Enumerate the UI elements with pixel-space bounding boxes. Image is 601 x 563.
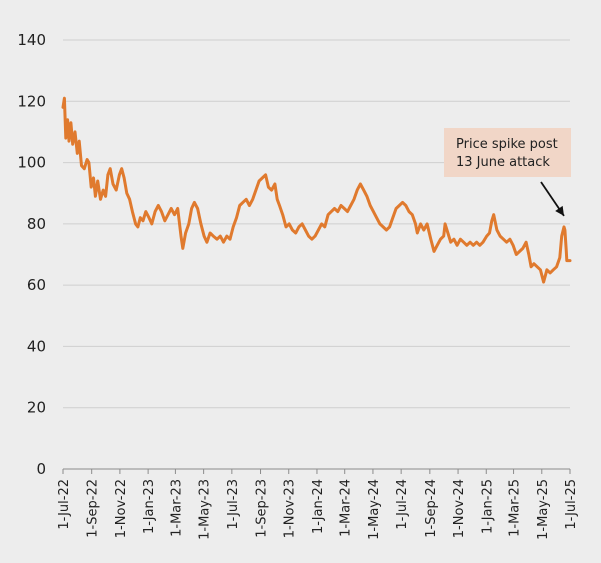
x-tick-label: 1-Jul-23 bbox=[226, 479, 241, 530]
annotation-text: 13 June attack bbox=[456, 155, 550, 170]
x-tick-label: 1-Jan-24 bbox=[311, 479, 326, 534]
y-tick-label: 40 bbox=[27, 337, 46, 355]
x-tick-label: 1-Sep-24 bbox=[424, 479, 439, 538]
annotation-box bbox=[444, 128, 571, 177]
y-tick-label: 0 bbox=[36, 460, 46, 478]
x-tick-label: 1-Nov-22 bbox=[114, 479, 129, 538]
price-series-line bbox=[61, 96, 572, 284]
x-tick-label: 1-Jan-25 bbox=[480, 479, 495, 534]
annotation: Price spike post 13 June attack bbox=[444, 128, 571, 217]
grid-lines bbox=[63, 39, 570, 409]
x-tick-label: 1-Jan-23 bbox=[142, 479, 157, 534]
x-tick-label: 1-Mar-24 bbox=[339, 479, 354, 537]
x-tick-label: 1-May-23 bbox=[198, 479, 213, 540]
y-tick-label: 60 bbox=[27, 276, 46, 294]
series-layer bbox=[61, 96, 572, 284]
x-tick-label: 1-Nov-23 bbox=[283, 479, 298, 538]
y-tick-label: 120 bbox=[17, 92, 46, 110]
x-tick-label: 1-Mar-23 bbox=[169, 479, 184, 537]
x-tick-label: 1-May-24 bbox=[367, 479, 382, 540]
x-axis: 1-Jul-22 1-Sep-22 1-Nov-22 1-Jan-23 1-Mar-23… bbox=[57, 468, 579, 540]
y-tick-label: 100 bbox=[17, 154, 46, 172]
y-tick-label: 20 bbox=[27, 399, 46, 417]
x-tick-label: 1-May-25 bbox=[536, 479, 551, 540]
annotation-arrowhead bbox=[555, 205, 564, 216]
x-tick-label: 1-Nov-24 bbox=[452, 479, 467, 538]
x-tick-label: 1-Sep-22 bbox=[86, 479, 101, 538]
x-tick-label: 1-Jul-22 bbox=[57, 479, 72, 530]
annotation-text: Price spike post bbox=[456, 137, 558, 152]
x-tick-label: 1-Mar-25 bbox=[508, 479, 523, 537]
x-tick-label: 1-Jul-24 bbox=[395, 479, 410, 530]
y-tick-label: 80 bbox=[27, 215, 46, 233]
x-tick-label: 1-Jul-25 bbox=[564, 479, 579, 530]
x-tick-label: 1-Sep-23 bbox=[255, 479, 270, 538]
y-axis-tick-labels: 0 20 40 60 80 100 120 140 bbox=[17, 31, 46, 478]
y-tick-label: 140 bbox=[17, 31, 46, 49]
